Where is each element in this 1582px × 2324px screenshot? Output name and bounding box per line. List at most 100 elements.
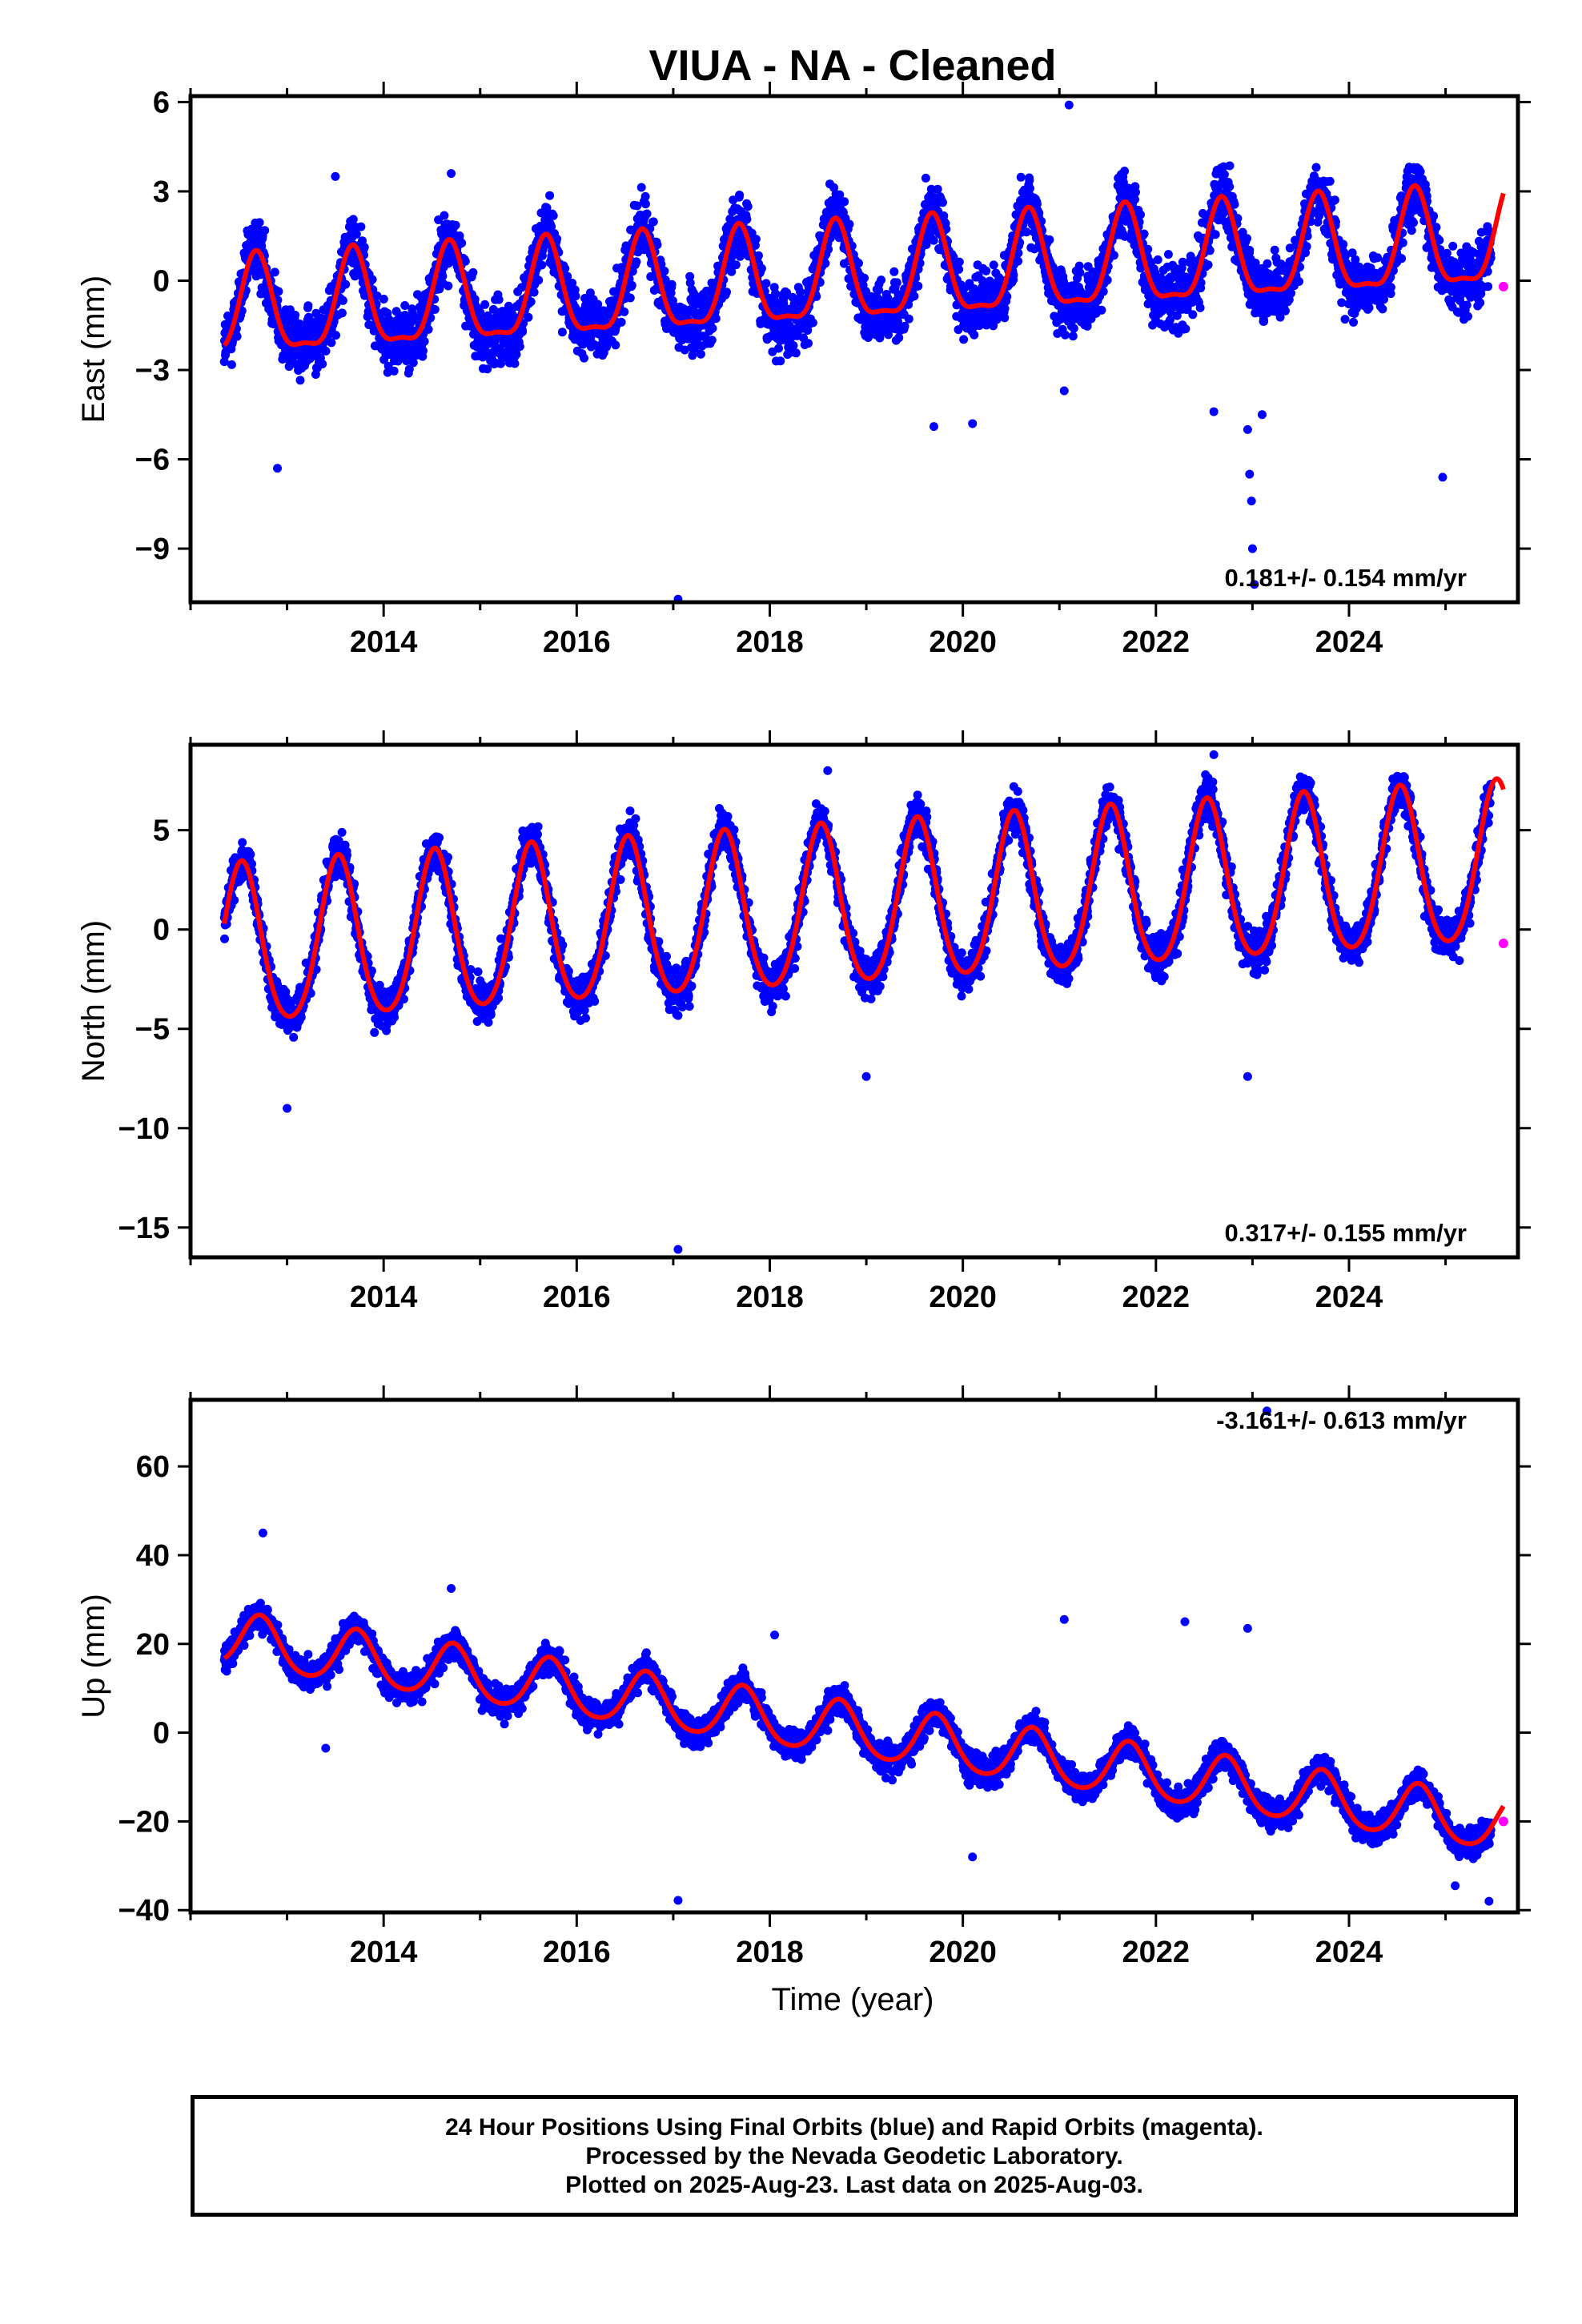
east-point	[408, 308, 417, 318]
east-point	[660, 267, 669, 275]
east-point	[771, 289, 781, 299]
east-point	[804, 339, 813, 348]
east-point	[457, 239, 467, 247]
east-point	[1448, 241, 1458, 251]
north-point	[246, 850, 255, 859]
east-x-tick-label: 2024	[1315, 625, 1383, 659]
east-rapid-point	[1498, 281, 1508, 292]
east-point	[761, 279, 771, 288]
east-point	[860, 273, 869, 283]
east-point	[954, 264, 964, 274]
east-point	[1386, 283, 1395, 292]
east-point	[636, 183, 646, 192]
east-point	[616, 317, 626, 327]
east-point	[632, 257, 641, 267]
east-point	[379, 295, 388, 304]
east-point	[552, 234, 561, 243]
east-point	[260, 226, 270, 235]
east-point	[680, 345, 689, 355]
east-point	[408, 358, 418, 368]
east-point	[685, 278, 695, 287]
east-point	[921, 173, 930, 183]
chart-title: VIUA - NA - Cleaned	[648, 42, 1056, 90]
east-point	[776, 356, 785, 366]
east-point	[518, 327, 528, 336]
east-point	[1259, 316, 1269, 326]
east-point	[1398, 238, 1407, 247]
east-point	[327, 338, 336, 348]
east-point	[1172, 311, 1182, 320]
east-y-tick-label: −3	[135, 354, 170, 388]
east-point	[1270, 245, 1279, 255]
east-point	[913, 281, 923, 291]
east-point	[1464, 312, 1472, 321]
east-y-tick-label: 3	[153, 175, 170, 209]
east-x-tick-label: 2018	[736, 625, 804, 659]
east-outlier-point	[1247, 544, 1257, 553]
east-point	[854, 259, 863, 268]
east-point	[291, 311, 300, 320]
east-point	[420, 336, 429, 346]
east-point	[338, 296, 347, 305]
east-point	[1230, 199, 1239, 209]
east-point	[444, 281, 453, 291]
east-point	[274, 287, 283, 296]
east-point	[1373, 253, 1383, 263]
east-point	[929, 235, 938, 245]
east-point	[1097, 305, 1106, 315]
east-point	[1143, 244, 1153, 254]
east-point	[632, 201, 642, 211]
east-point	[1026, 183, 1034, 193]
east-point	[625, 293, 635, 303]
east-point	[359, 243, 369, 252]
east-y-tick-label: −6	[135, 444, 170, 477]
east-outlier-point	[1245, 469, 1255, 479]
east-point	[1462, 300, 1472, 310]
east-point	[1349, 317, 1358, 327]
east-point	[1442, 248, 1452, 258]
east-point	[348, 215, 358, 224]
east-point	[1205, 246, 1215, 255]
east-point	[688, 351, 697, 360]
east-point	[1102, 275, 1112, 285]
east-outlier-point	[1059, 386, 1069, 396]
east-point	[736, 251, 745, 260]
east-point	[1120, 167, 1130, 176]
east-outlier-point	[447, 169, 456, 179]
east-outlier-point	[968, 419, 978, 428]
east-point	[789, 341, 798, 350]
east-point	[731, 260, 741, 270]
east-point	[1397, 254, 1407, 263]
east-x-tick-label: 2020	[929, 625, 997, 659]
east-point	[1476, 298, 1485, 308]
east-point	[460, 256, 470, 266]
east-outlier-point	[929, 422, 938, 432]
east-point	[430, 304, 440, 314]
east-point	[295, 376, 305, 385]
east-point	[303, 301, 313, 311]
east-point	[696, 349, 705, 359]
east-point	[1109, 251, 1118, 260]
east-point	[1325, 176, 1335, 186]
east-point	[959, 335, 969, 344]
east-point	[1378, 304, 1387, 314]
east-point	[534, 275, 544, 285]
east-point	[356, 222, 366, 231]
east-point	[1409, 218, 1418, 227]
east-point	[1014, 248, 1023, 258]
east-outlier-point	[1257, 410, 1267, 420]
east-point	[1280, 306, 1290, 316]
east-x-tick-label: 2022	[1122, 625, 1191, 659]
east-point	[652, 240, 662, 250]
east-outlier-point	[1247, 497, 1256, 506]
east-point	[978, 276, 987, 285]
east-point	[954, 257, 964, 267]
east-point	[389, 366, 399, 376]
east-point	[711, 314, 721, 324]
east-point	[510, 359, 520, 368]
east-point	[1295, 277, 1303, 286]
north-panel: 2014 2016 2018 2020 2022 2024−15−10−505North …	[76, 730, 1531, 1314]
east-point	[1339, 239, 1348, 249]
east-point	[1014, 256, 1023, 266]
east-point	[1016, 172, 1026, 182]
